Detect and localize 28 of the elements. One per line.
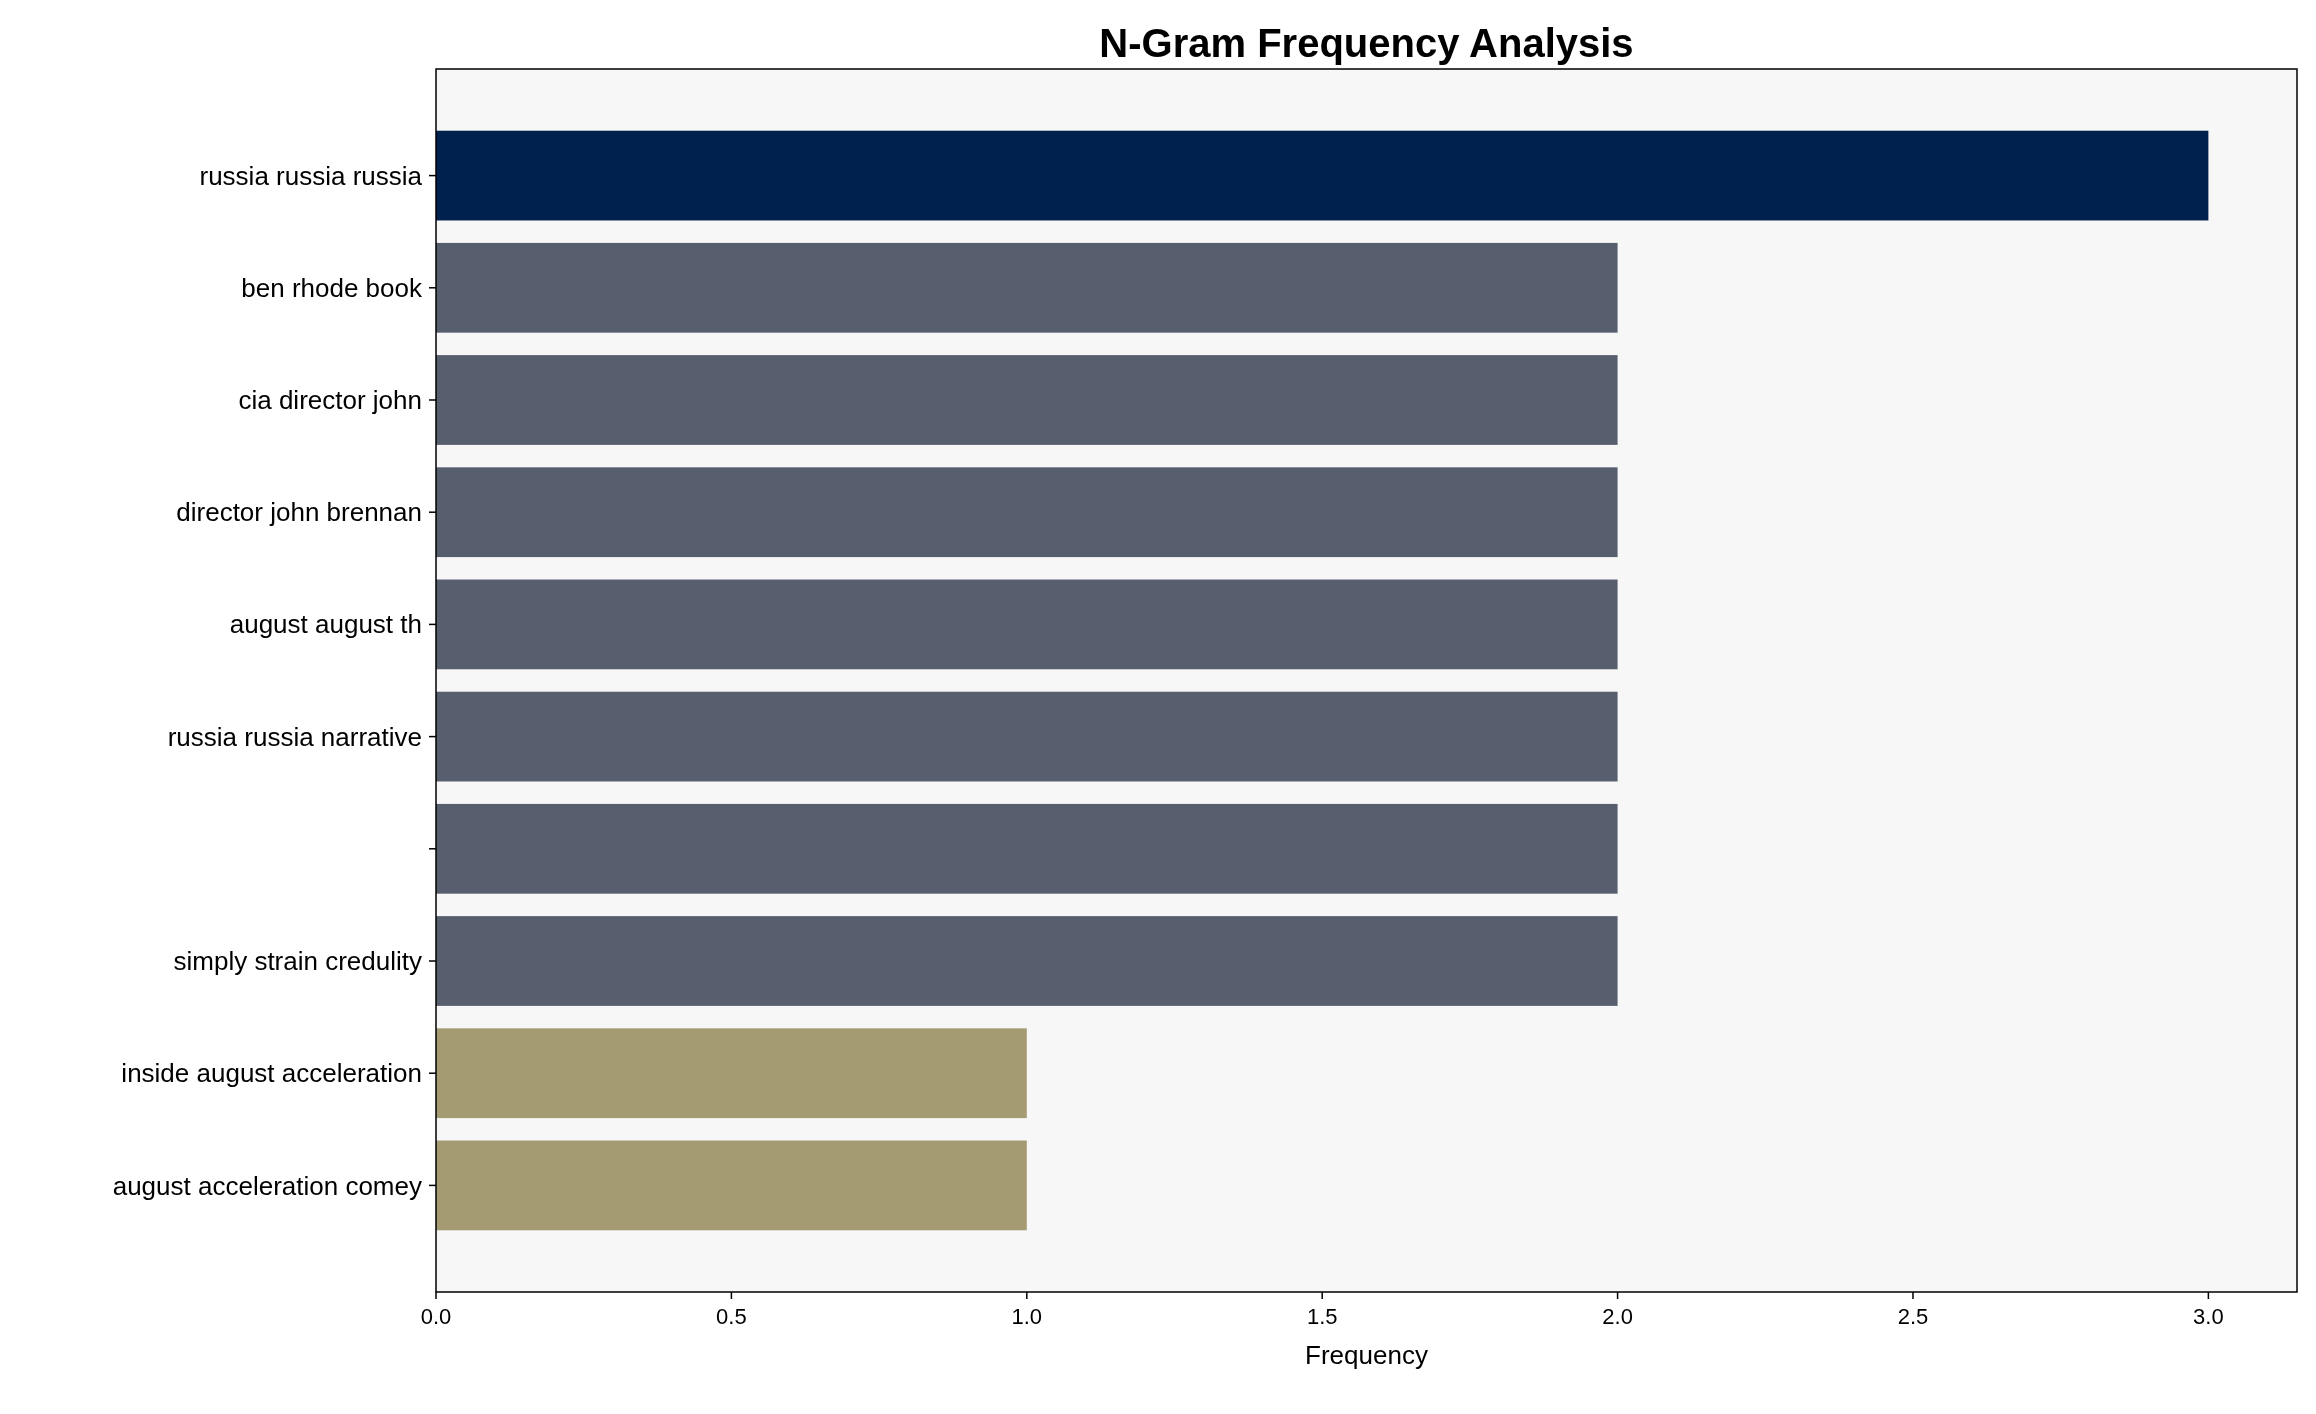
bar: [436, 916, 1618, 1006]
x-tick-label: 2.5: [1897, 1304, 1929, 1329]
bar: [436, 355, 1618, 445]
y-tick-label: ben rhode book: [241, 272, 423, 303]
bar: [436, 1140, 1027, 1231]
y-tick-label: august acceleration comey: [112, 1170, 422, 1201]
y-tick-label: cia director john: [238, 385, 422, 416]
bar: [436, 1028, 1027, 1119]
bar: [436, 691, 1618, 782]
x-tick-label: 0.0: [420, 1304, 452, 1329]
chart-title: N-Gram Frequency Analysis: [1099, 21, 1634, 65]
x-tick-label: 2.0: [1602, 1304, 1633, 1329]
y-tick-label: russia russia russia: [199, 160, 423, 191]
y-tick-label: simply strain credulity: [173, 946, 422, 977]
bar: [436, 803, 1618, 894]
y-tick-label: russia russia narrative: [167, 721, 422, 752]
bar: [436, 579, 1618, 670]
bar: [436, 242, 1618, 333]
x-axis-title: Frequency: [1305, 1340, 1428, 1370]
y-tick-label: director john brennan: [176, 497, 422, 528]
x-tick-label: 1.0: [1011, 1304, 1043, 1329]
bar: [436, 130, 2209, 221]
x-tick-label: 1.5: [1306, 1304, 1338, 1329]
x-tick-label: 0.5: [716, 1304, 747, 1329]
x-tick-label: 3.0: [2193, 1304, 2224, 1329]
y-tick-label: august august th: [229, 609, 422, 640]
y-tick-label: inside august acceleration: [121, 1058, 422, 1089]
bar: [436, 467, 1618, 558]
